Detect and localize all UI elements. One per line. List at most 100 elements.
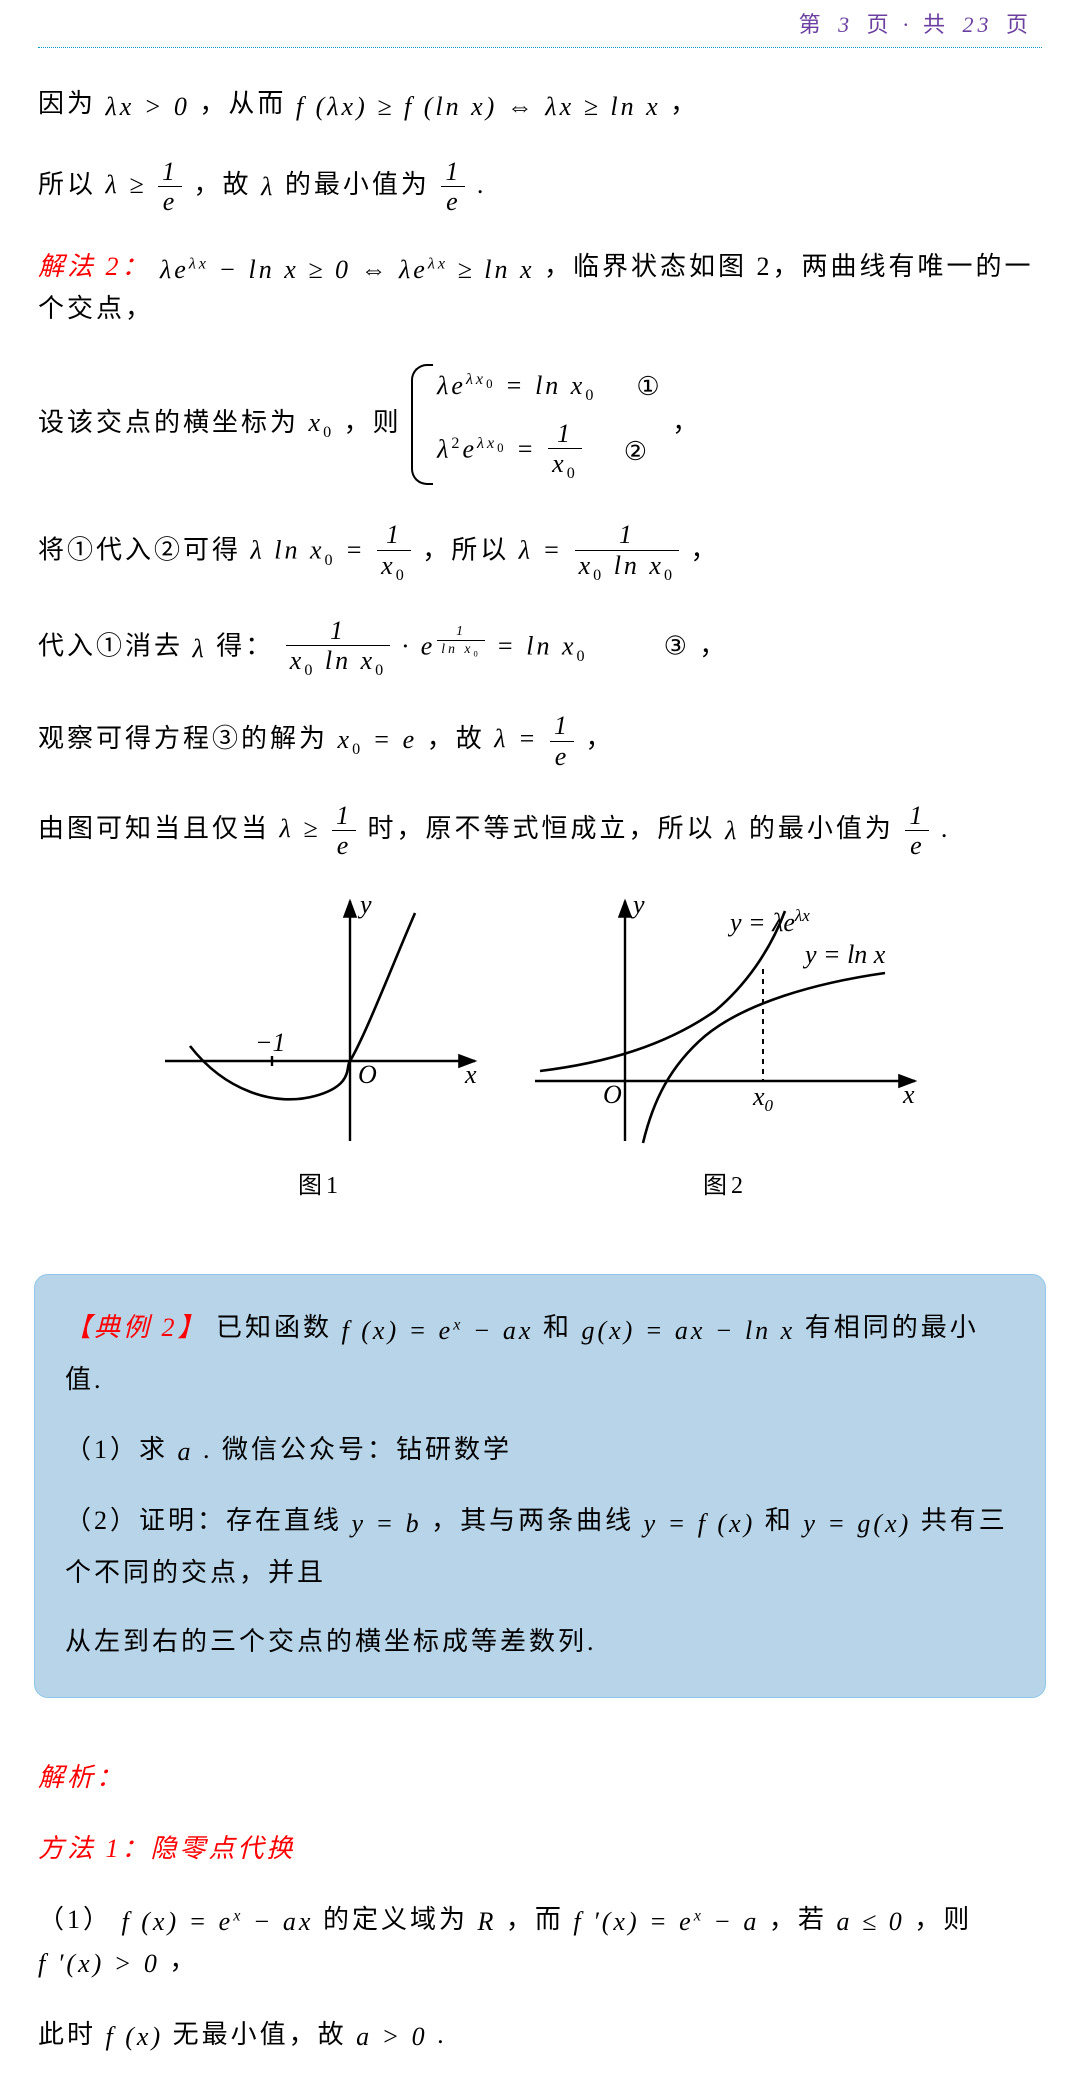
text: 得： (216, 632, 274, 661)
den-sub: 0 (375, 662, 386, 679)
den-sub: 0 (664, 567, 675, 584)
text: . (437, 2020, 447, 2049)
header-mid1: 页 (867, 12, 893, 37)
text: ，若 (769, 1905, 827, 1934)
fraction: 1x0 ln x0 (573, 521, 681, 584)
para-3: 解法 2： λeλx − ln x ≥ 0 ⇔ λeλx ≥ ln x ，临界状… (38, 247, 1042, 328)
para-8: 由图可知当且仅当 λ ≥ 1e 时，原不等式恒成立，所以 λ 的最小值为 1e … (38, 802, 1042, 860)
math: y = g(x) (803, 1499, 911, 1548)
text: 所以 (38, 169, 96, 198)
math: f (x) = ex − ax (342, 1306, 534, 1355)
text: ， (586, 724, 615, 753)
math-part: λ = (494, 724, 548, 753)
para-9: （1） f (x) = ex − ax 的定义域为 R ，而 f ′(x) = … (38, 1900, 1042, 1983)
frac-num: 1 (550, 712, 574, 741)
den-part: ln x (604, 551, 664, 580)
text: ，从而 (199, 89, 286, 118)
math-part: = ln x (496, 632, 576, 661)
math-part: = (336, 536, 376, 565)
math: 1x0 ln x0 · e1ln x0 = ln x0 (284, 617, 588, 680)
equation-system: λeλx0 = ln x0 ① λ2eλx0 = 1x0 ② (411, 360, 663, 490)
math: λ = 1x0 ln x0 (519, 521, 681, 584)
para-10: 此时 f (x) 无最小值，故 a > 0 . (38, 2015, 1042, 2057)
text: ，故 (427, 724, 485, 753)
x-axis-label: x (464, 1060, 477, 1089)
den-sub: 0 (567, 466, 578, 483)
text: 已知函数 (216, 1313, 332, 1342)
text: ，则 (344, 408, 402, 437)
text: ， (672, 408, 701, 437)
example-q1: （1）求 a . 微信公众号：钻研数学 (65, 1425, 1015, 1477)
math: x0 = e (338, 720, 418, 762)
eq-tag: ③ (664, 631, 690, 661)
math: f ′(x) = ex − a (573, 1902, 759, 1941)
math: λeλx0 = ln x0 (437, 366, 596, 408)
math-part: λ (437, 435, 451, 464)
den-sub: 0 (593, 567, 604, 584)
math-part: = e (363, 725, 417, 754)
label-sup: λx (794, 906, 810, 925)
fraction: 1e (330, 802, 358, 860)
text: 由图可知当且仅当 (38, 814, 270, 843)
text: ，所以 (422, 536, 509, 565)
math-part: f ′(x) = e (573, 1907, 693, 1936)
example-2-box: 【典例 2】 已知函数 f (x) = ex − ax 和 g(x) = ax … (34, 1274, 1046, 1697)
frac-num: 1 (158, 158, 182, 187)
header-prefix: 第 (799, 12, 825, 37)
para-1: 因为 λx > 0 ，从而 f (λx) ≥ f (ln x) ⇔ λx ≥ l… (38, 84, 1042, 126)
example-q3: 从左到右的三个交点的横坐标成等差数列. (65, 1617, 1015, 1666)
curve-label-exp: y = λeλx (727, 906, 810, 937)
math-part: − a (704, 1907, 760, 1936)
den-part: x (579, 551, 594, 580)
math-part: f (x) = e (122, 1907, 234, 1936)
math-sup: x (453, 1316, 463, 1333)
para-4: 设该交点的横坐标为 x0 ，则 λeλx0 = ln x0 ① λ2eλx0 =… (38, 360, 1042, 490)
frac-den: x0 ln x0 (575, 551, 679, 585)
text: 的最小值为 (285, 169, 430, 198)
math-sup: 2 (451, 435, 462, 452)
den-sub: 0 (396, 567, 407, 584)
frac-den: x0 (377, 551, 411, 585)
y-axis-label: y (357, 891, 372, 919)
figure-2: y x O x0 y = λeλx y = ln x 图2 (525, 891, 925, 1204)
math: f (x) (106, 2017, 164, 2056)
math: λ ≥ 1e (106, 158, 185, 216)
para-6: 代入①消去 λ 得： 1x0 ln x0 · e1ln x0 = ln x0 ③… (38, 617, 1042, 680)
figure-1-svg: −1 O x y (155, 891, 485, 1151)
fraction: 1x0 (546, 420, 584, 483)
math-sub: 0 (325, 552, 336, 569)
axis-label: −1 (255, 1028, 286, 1057)
frac-num: 1 (441, 158, 465, 187)
figure-2-caption: 图2 (525, 1168, 925, 1204)
frac-num: 1 (905, 802, 929, 831)
curve-label-ln: y = ln x (802, 940, 886, 969)
header-dot: · (902, 12, 913, 37)
math-part: f (x) = e (342, 1316, 454, 1345)
math-sup: λx0 (477, 435, 507, 452)
text: ， (699, 632, 728, 661)
method-2-label: 解法 2： (38, 252, 151, 281)
text: ， (691, 536, 720, 565)
math: x0 (309, 403, 335, 445)
text: 观察可得方程③的解为 (38, 724, 328, 753)
page-header: 第 3 页 · 共 23 页 (38, 0, 1042, 48)
text: ，其与两条曲线 (431, 1506, 634, 1535)
frac-num: 1 (332, 802, 356, 831)
method-1-text: 方法 1：隐零点代换 (38, 1834, 296, 1863)
math: g(x) = ax − ln x (581, 1306, 795, 1355)
sup-sub: 0 (497, 441, 506, 455)
text: ，则 (914, 1905, 972, 1934)
eq-tag: ① (636, 367, 662, 406)
header-page-total: 23 (958, 12, 996, 37)
text: 的最小值为 (749, 814, 894, 843)
math: f (λx) ≥ f (ln x) ⇔ λx ≥ ln x (296, 87, 661, 126)
frac-den: x0 (548, 449, 582, 483)
math-sup: λx (189, 255, 209, 272)
example-title-line: 【典例 2】 已知函数 f (x) = ex − ax 和 g(x) = ax … (65, 1303, 1015, 1404)
math: λ ≥ 1e (280, 802, 359, 860)
fraction: 1x0 (375, 521, 413, 584)
math: a ≤ 0 (836, 1902, 904, 1941)
sup-sub: 0 (486, 377, 495, 391)
text: . (941, 814, 951, 843)
x-axis-label: x (902, 1080, 915, 1109)
